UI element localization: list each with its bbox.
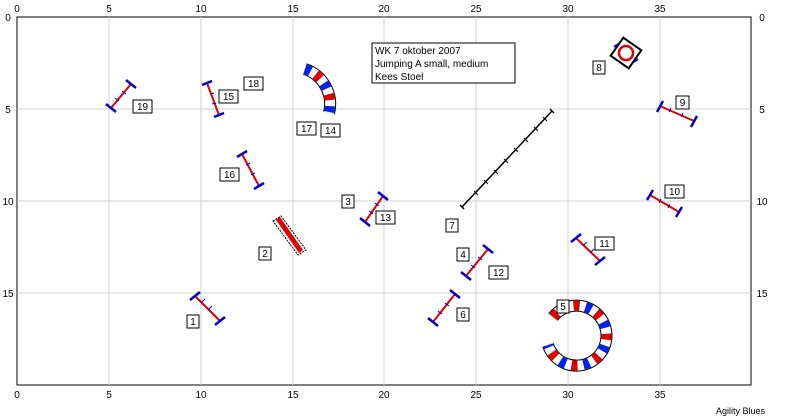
right-axis-ticks: 0 5 10 15	[756, 13, 768, 300]
tick-left-5: 5	[5, 105, 11, 116]
label-11: 11	[594, 236, 615, 251]
info-box-frame	[371, 42, 516, 84]
tick-right-15: 15	[756, 289, 768, 300]
tick-right-10: 10	[756, 197, 768, 208]
label-18: 18	[243, 76, 264, 91]
label-7-text: 7	[449, 221, 455, 232]
label-17-text: 17	[301, 124, 313, 135]
jump-obstacle-16	[236, 149, 265, 191]
footer-credit: Agility Blues	[716, 406, 766, 416]
tick-bottom-5: 5	[106, 390, 112, 401]
tunnel-obstacle-14	[302, 63, 337, 115]
jump-obstacle-9	[655, 100, 699, 128]
label-10: 10	[664, 184, 685, 199]
label-12: 12	[488, 265, 509, 280]
info-judge-line: Kees Stoel	[375, 72, 423, 83]
tick-top-10: 10	[195, 4, 207, 15]
label-4-text: 4	[460, 250, 466, 261]
label-7: 7	[445, 218, 459, 233]
label-2: 2	[258, 246, 272, 261]
tick-right-5: 5	[759, 105, 765, 116]
label-13: 13	[375, 210, 396, 225]
label-19: 19	[132, 99, 153, 114]
tick-top-20: 20	[378, 4, 390, 15]
label-16-text: 16	[224, 170, 236, 181]
tick-top-0: 0	[14, 4, 20, 15]
info-event-line: WK 7 oktober 2007	[375, 46, 461, 57]
tick-bottom-25: 25	[470, 390, 482, 401]
label-8: 8	[592, 60, 606, 75]
label-4: 4	[456, 247, 470, 262]
tick-left-10: 10	[2, 197, 14, 208]
label-14: 14	[320, 123, 341, 138]
label-10-text: 10	[669, 187, 681, 198]
tick-top-15: 15	[287, 4, 299, 15]
label-9-text: 9	[680, 98, 686, 109]
tick-bottom-15: 15	[287, 390, 299, 401]
label-15: 15	[218, 89, 239, 104]
label-17: 17	[296, 121, 317, 136]
label-9: 9	[675, 95, 690, 110]
obstacle-labels: 1 2 3 4 5 6 7 8	[132, 60, 690, 329]
jump-obstacle-15	[201, 79, 225, 119]
tick-bottom-35: 35	[654, 390, 666, 401]
label-8-text: 8	[596, 63, 602, 74]
tick-left-0: 0	[5, 13, 11, 24]
label-16: 16	[219, 167, 240, 182]
top-axis-ticks: 0 5 10 15 20 25 30 35	[14, 4, 666, 15]
tick-bottom-10: 10	[195, 390, 207, 401]
wall-obstacle-2	[272, 215, 307, 256]
label-5: 5	[556, 299, 570, 314]
tick-top-35: 35	[654, 4, 666, 15]
label-3-text: 3	[345, 197, 351, 208]
jump-obstacle-6	[427, 289, 461, 327]
label-14-text: 14	[325, 126, 337, 137]
label-1: 1	[186, 314, 200, 329]
label-1-text: 1	[190, 317, 196, 328]
dogwalk-obstacle-7	[459, 108, 555, 210]
tick-top-30: 30	[562, 4, 574, 15]
tick-right-0: 0	[759, 13, 765, 24]
label-5-text: 5	[560, 302, 566, 313]
label-3: 3	[341, 194, 355, 209]
label-15-text: 15	[223, 92, 235, 103]
info-class-line: Jumping A small, medium	[375, 59, 488, 70]
label-12-text: 12	[493, 268, 505, 279]
tick-bottom-20: 20	[378, 390, 390, 401]
tick-top-25: 25	[470, 4, 482, 15]
jump-obstacle-10	[645, 189, 684, 218]
label-19-text: 19	[137, 102, 149, 113]
jump-obstacle-1	[189, 291, 226, 326]
jump-obstacle-11	[570, 233, 606, 266]
tick-bottom-30: 30	[562, 390, 574, 401]
label-18-text: 18	[248, 79, 260, 90]
jump-obstacle-3	[359, 191, 389, 227]
tick-bottom-0: 0	[14, 390, 20, 401]
label-6: 6	[456, 307, 470, 322]
grid	[17, 17, 751, 385]
label-13-text: 13	[380, 213, 392, 224]
tyre-obstacle-8	[609, 36, 643, 70]
label-11-text: 11	[599, 239, 610, 250]
course-info-box: WK 7 oktober 2007 Jumping A small, mediu…	[371, 42, 516, 84]
label-6-text: 6	[460, 310, 466, 321]
left-axis-ticks: 0 5 10 15	[2, 13, 14, 300]
label-2-text: 2	[262, 249, 268, 260]
tick-left-15: 15	[2, 289, 14, 300]
tick-top-5: 5	[106, 4, 112, 15]
jump-obstacle-4	[460, 244, 494, 281]
jump-obstacle-19	[105, 79, 137, 113]
tunnel-obstacle-5	[542, 299, 613, 372]
bottom-axis-ticks: 0 5 10 15 20 25 30 35	[14, 390, 666, 401]
